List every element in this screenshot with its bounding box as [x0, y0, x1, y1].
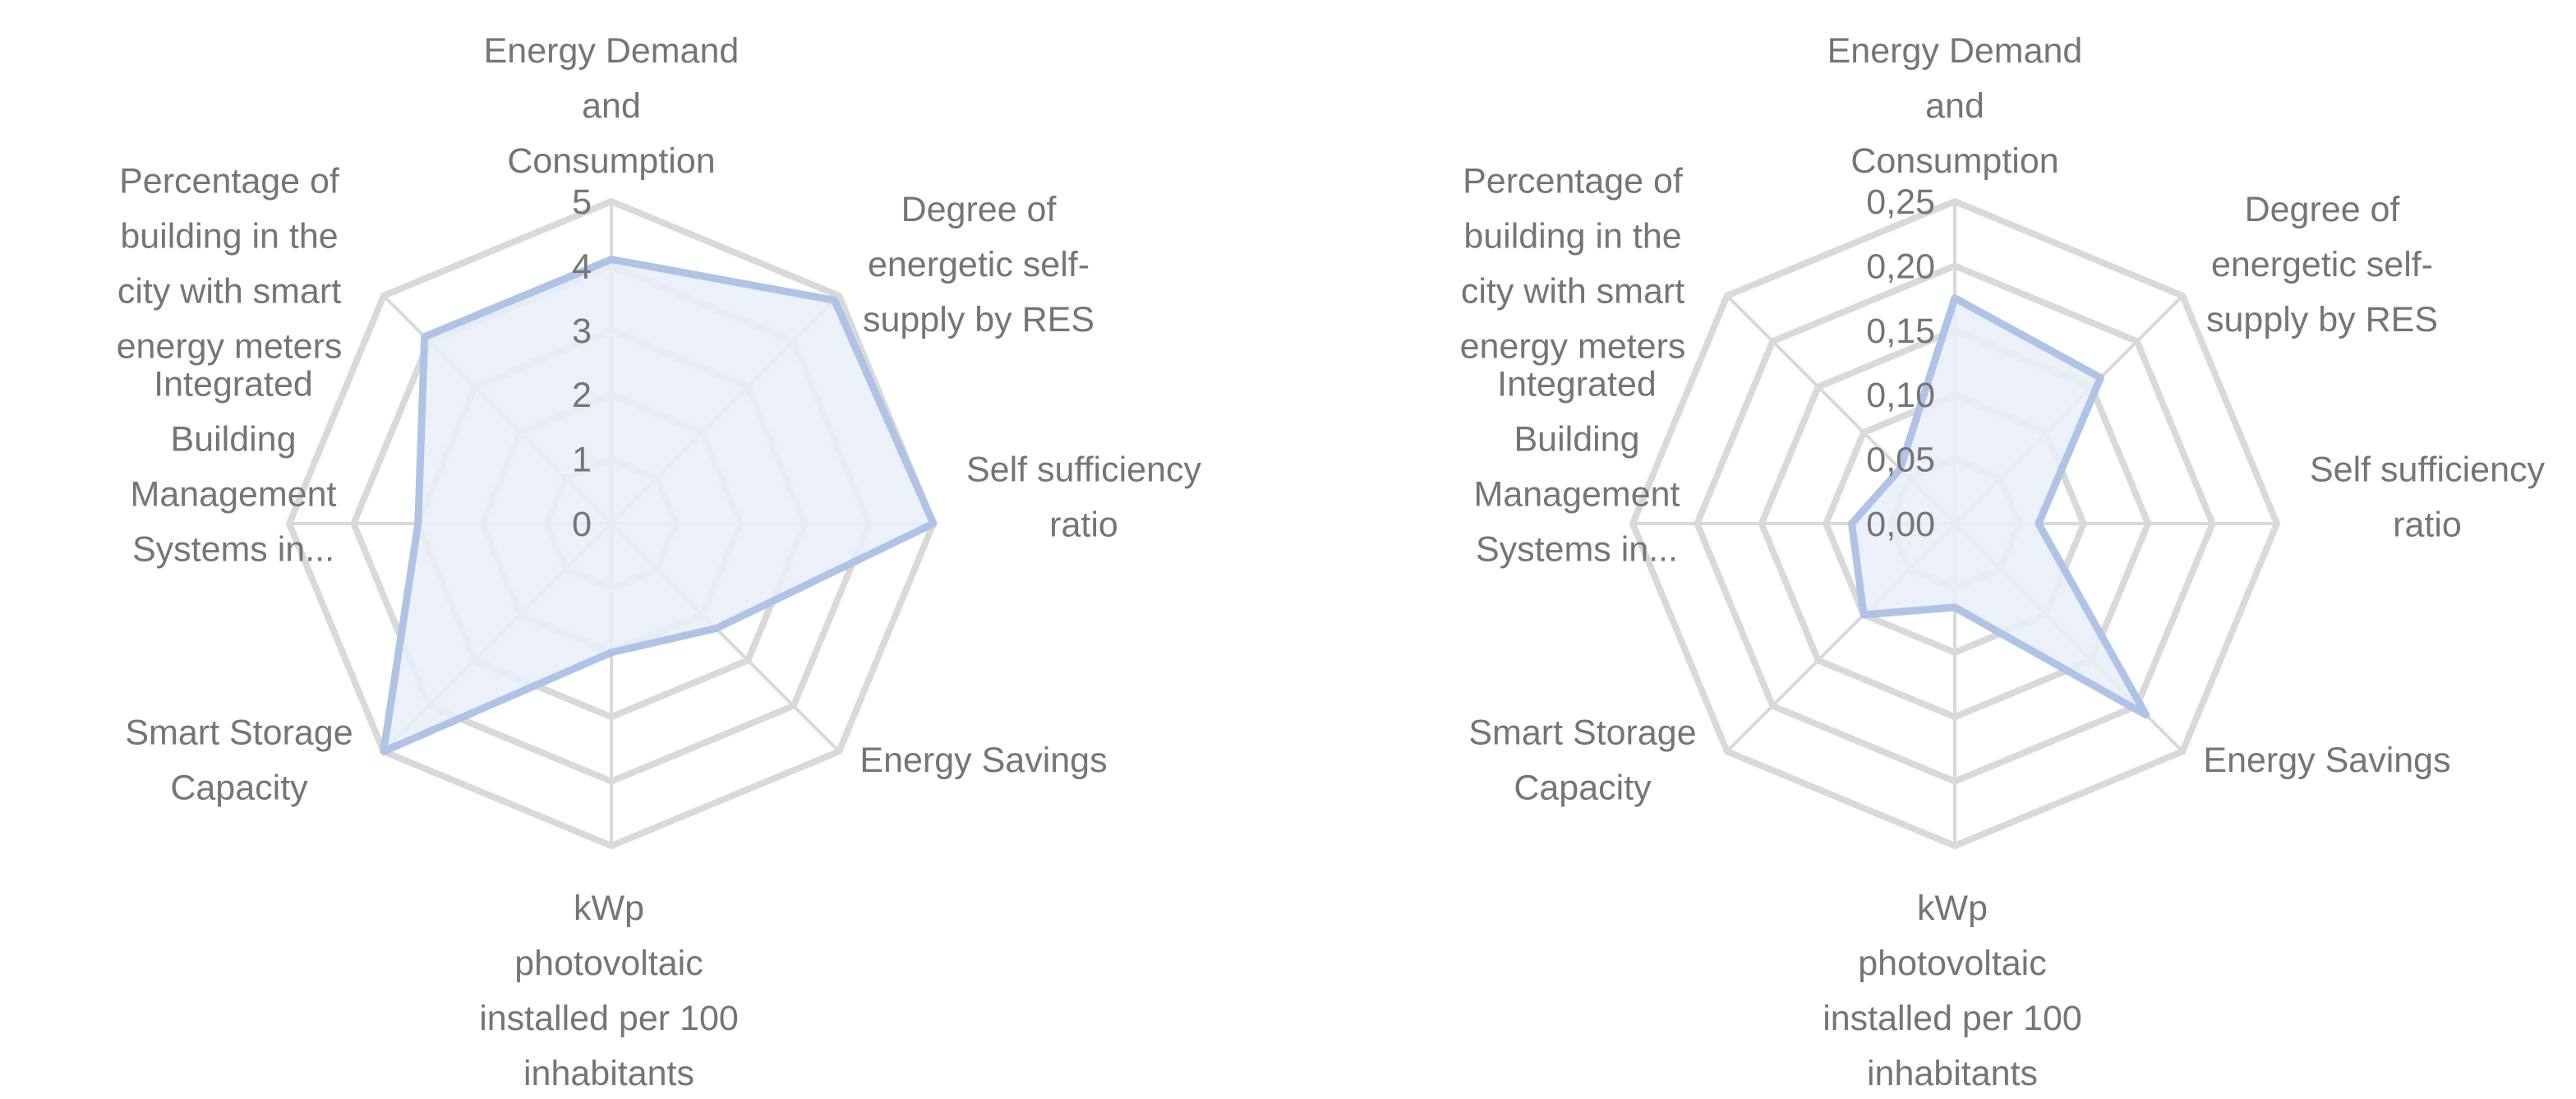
tick-label: 2: [572, 376, 592, 415]
category-label: Self sufficiency ratio: [966, 450, 1202, 545]
data-point: [1849, 521, 1855, 526]
category-label: Smart Storage Capacity: [1468, 713, 1696, 808]
data-point: [832, 298, 837, 303]
tick-label: 0,20: [1866, 247, 1935, 286]
category-label-line: city with smart: [118, 272, 341, 312]
data-point: [1897, 466, 1903, 472]
category-label-line: kWp: [574, 889, 644, 928]
tick-label: 0,05: [1866, 441, 1935, 480]
category-label-line: installed per 100: [479, 999, 739, 1038]
category-label: Integrated Building Management Systems in..…: [131, 365, 337, 570]
category-label-line: building in the: [120, 217, 338, 256]
category-label: Energy Demand and Consumption: [1827, 31, 2083, 181]
data-point: [713, 626, 719, 631]
category-label: Energy Demand and Consumption: [484, 31, 740, 181]
category-label-line: Systems in...: [1476, 530, 1678, 570]
category-label-line: and: [1925, 86, 1984, 126]
category-label-line: supply by RES: [863, 300, 1094, 339]
data-point: [931, 521, 936, 526]
category-label: Energy Savings: [2203, 741, 2450, 780]
category-label-line: Building: [1514, 420, 1640, 459]
tick-label: 5: [572, 182, 592, 222]
category-label-line: city with smart: [1461, 272, 1684, 312]
tick-label: 0,25: [1866, 182, 1935, 222]
category-label-line: Degree of: [901, 190, 1058, 229]
data-point: [380, 749, 386, 755]
tick-label: 0: [572, 505, 592, 544]
category-label-line: Consumption: [507, 141, 715, 181]
radar-chart-1: 0 1 2 3 4 5 Energy Demand and Consumption Degree …: [117, 31, 1202, 1093]
category-label-line: building in the: [1463, 217, 1681, 256]
category-label-line: Smart Storage: [1468, 713, 1696, 753]
category-label: kWp photovoltaic installed per 100 inhabita…: [479, 889, 739, 1093]
category-label-line: Energy Demand: [484, 31, 740, 71]
tick-label: 1: [572, 441, 592, 480]
tick-label: 3: [572, 312, 592, 351]
category-label-line: kWp: [1917, 889, 1988, 928]
data-point: [1952, 295, 1957, 301]
category-label-line: inhabitants: [523, 1054, 694, 1093]
category-label-line: Management: [1474, 475, 1680, 515]
data-point: [2098, 375, 2104, 381]
category-label: Degree of energetic self-supply by RES: [2206, 190, 2438, 339]
category-label-line: Systems in...: [132, 530, 334, 570]
category-label-line: Integrated: [154, 365, 313, 404]
tick-label: 0,00: [1866, 505, 1935, 544]
category-label-line: energetic self-: [2211, 245, 2433, 284]
category-label: Smart Storage Capacity: [125, 713, 353, 808]
tick-label: 0,10: [1866, 376, 1935, 415]
category-label-line: and: [582, 86, 641, 126]
category-label-line: Self sufficiency: [966, 450, 1202, 490]
category-label: Self sufficiency ratio: [2310, 450, 2546, 545]
category-label-line: photovoltaic: [1858, 944, 2047, 983]
category-label-line: Percentage of: [1463, 162, 1684, 201]
data-point: [1952, 604, 1957, 610]
data-point: [415, 521, 421, 526]
category-label-line: Integrated: [1497, 365, 1657, 404]
category-label-line: inhabitants: [1867, 1054, 2038, 1093]
category-label: Integrated Building Management Systems in..…: [1474, 365, 1680, 570]
category-label-line: photovoltaic: [514, 944, 703, 983]
category-label-line: Management: [131, 475, 337, 515]
category-label-line: energetic self-: [868, 245, 1090, 284]
category-label-line: Energy Savings: [2203, 741, 2450, 780]
category-label-line: Capacity: [170, 769, 308, 808]
category-label-line: ratio: [2393, 506, 2462, 545]
data-point: [609, 649, 614, 655]
data-point: [2143, 712, 2149, 718]
category-label-line: Self sufficiency: [2310, 450, 2546, 490]
category-label-line: Capacity: [1514, 769, 1652, 808]
category-label-line: installed per 100: [1823, 999, 2082, 1038]
category-label-line: Degree of: [2245, 190, 2401, 229]
category-label-line: Consumption: [1850, 141, 2058, 181]
category-label-line: Building: [171, 420, 297, 459]
category-label: kWp photovoltaic installed per 100 inhabita…: [1823, 889, 2082, 1093]
category-label-line: supply by RES: [2206, 300, 2438, 339]
category-label-line: Energy Savings: [859, 741, 1107, 780]
category-label-line: Percentage of: [119, 162, 340, 201]
data-point: [609, 256, 614, 262]
category-label-line: ratio: [1049, 506, 1118, 545]
category-label: Degree of energetic self-supply by RES: [863, 190, 1094, 339]
category-label-line: energy meters: [1460, 327, 1686, 367]
radar-chart-2: 0,00 0,05 0,10 0,15 0,20 0,25 Energy Demand and…: [1460, 31, 2546, 1093]
category-label: Percentage of building in the city with sm…: [117, 162, 343, 367]
tick-label: 0,15: [1866, 312, 1935, 351]
category-label-line: Energy Demand: [1827, 31, 2083, 71]
category-label: Energy Savings: [859, 741, 1107, 780]
category-label: Percentage of building in the city with sm…: [1460, 162, 1686, 367]
data-point: [1861, 612, 1867, 617]
tick-label: 4: [572, 247, 592, 286]
data-point: [2035, 521, 2041, 526]
data-point: [422, 334, 427, 339]
category-label-line: Smart Storage: [125, 713, 353, 753]
category-label-line: energy meters: [117, 327, 343, 367]
series-area: [380, 256, 938, 755]
